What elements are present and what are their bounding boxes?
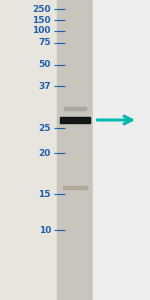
- Text: 37: 37: [38, 82, 51, 91]
- Text: 25: 25: [39, 124, 51, 133]
- Bar: [64, 107, 86, 110]
- Text: 150: 150: [32, 16, 51, 25]
- Text: 50: 50: [39, 60, 51, 69]
- Bar: [57, 0, 93, 300]
- Text: 75: 75: [38, 38, 51, 47]
- Bar: [60, 117, 90, 123]
- Bar: [93, 0, 150, 300]
- Text: 100: 100: [33, 26, 51, 35]
- Bar: [63, 185, 87, 190]
- Text: 10: 10: [39, 226, 51, 235]
- Text: 250: 250: [32, 4, 51, 14]
- Text: 20: 20: [39, 148, 51, 158]
- Text: 15: 15: [39, 190, 51, 199]
